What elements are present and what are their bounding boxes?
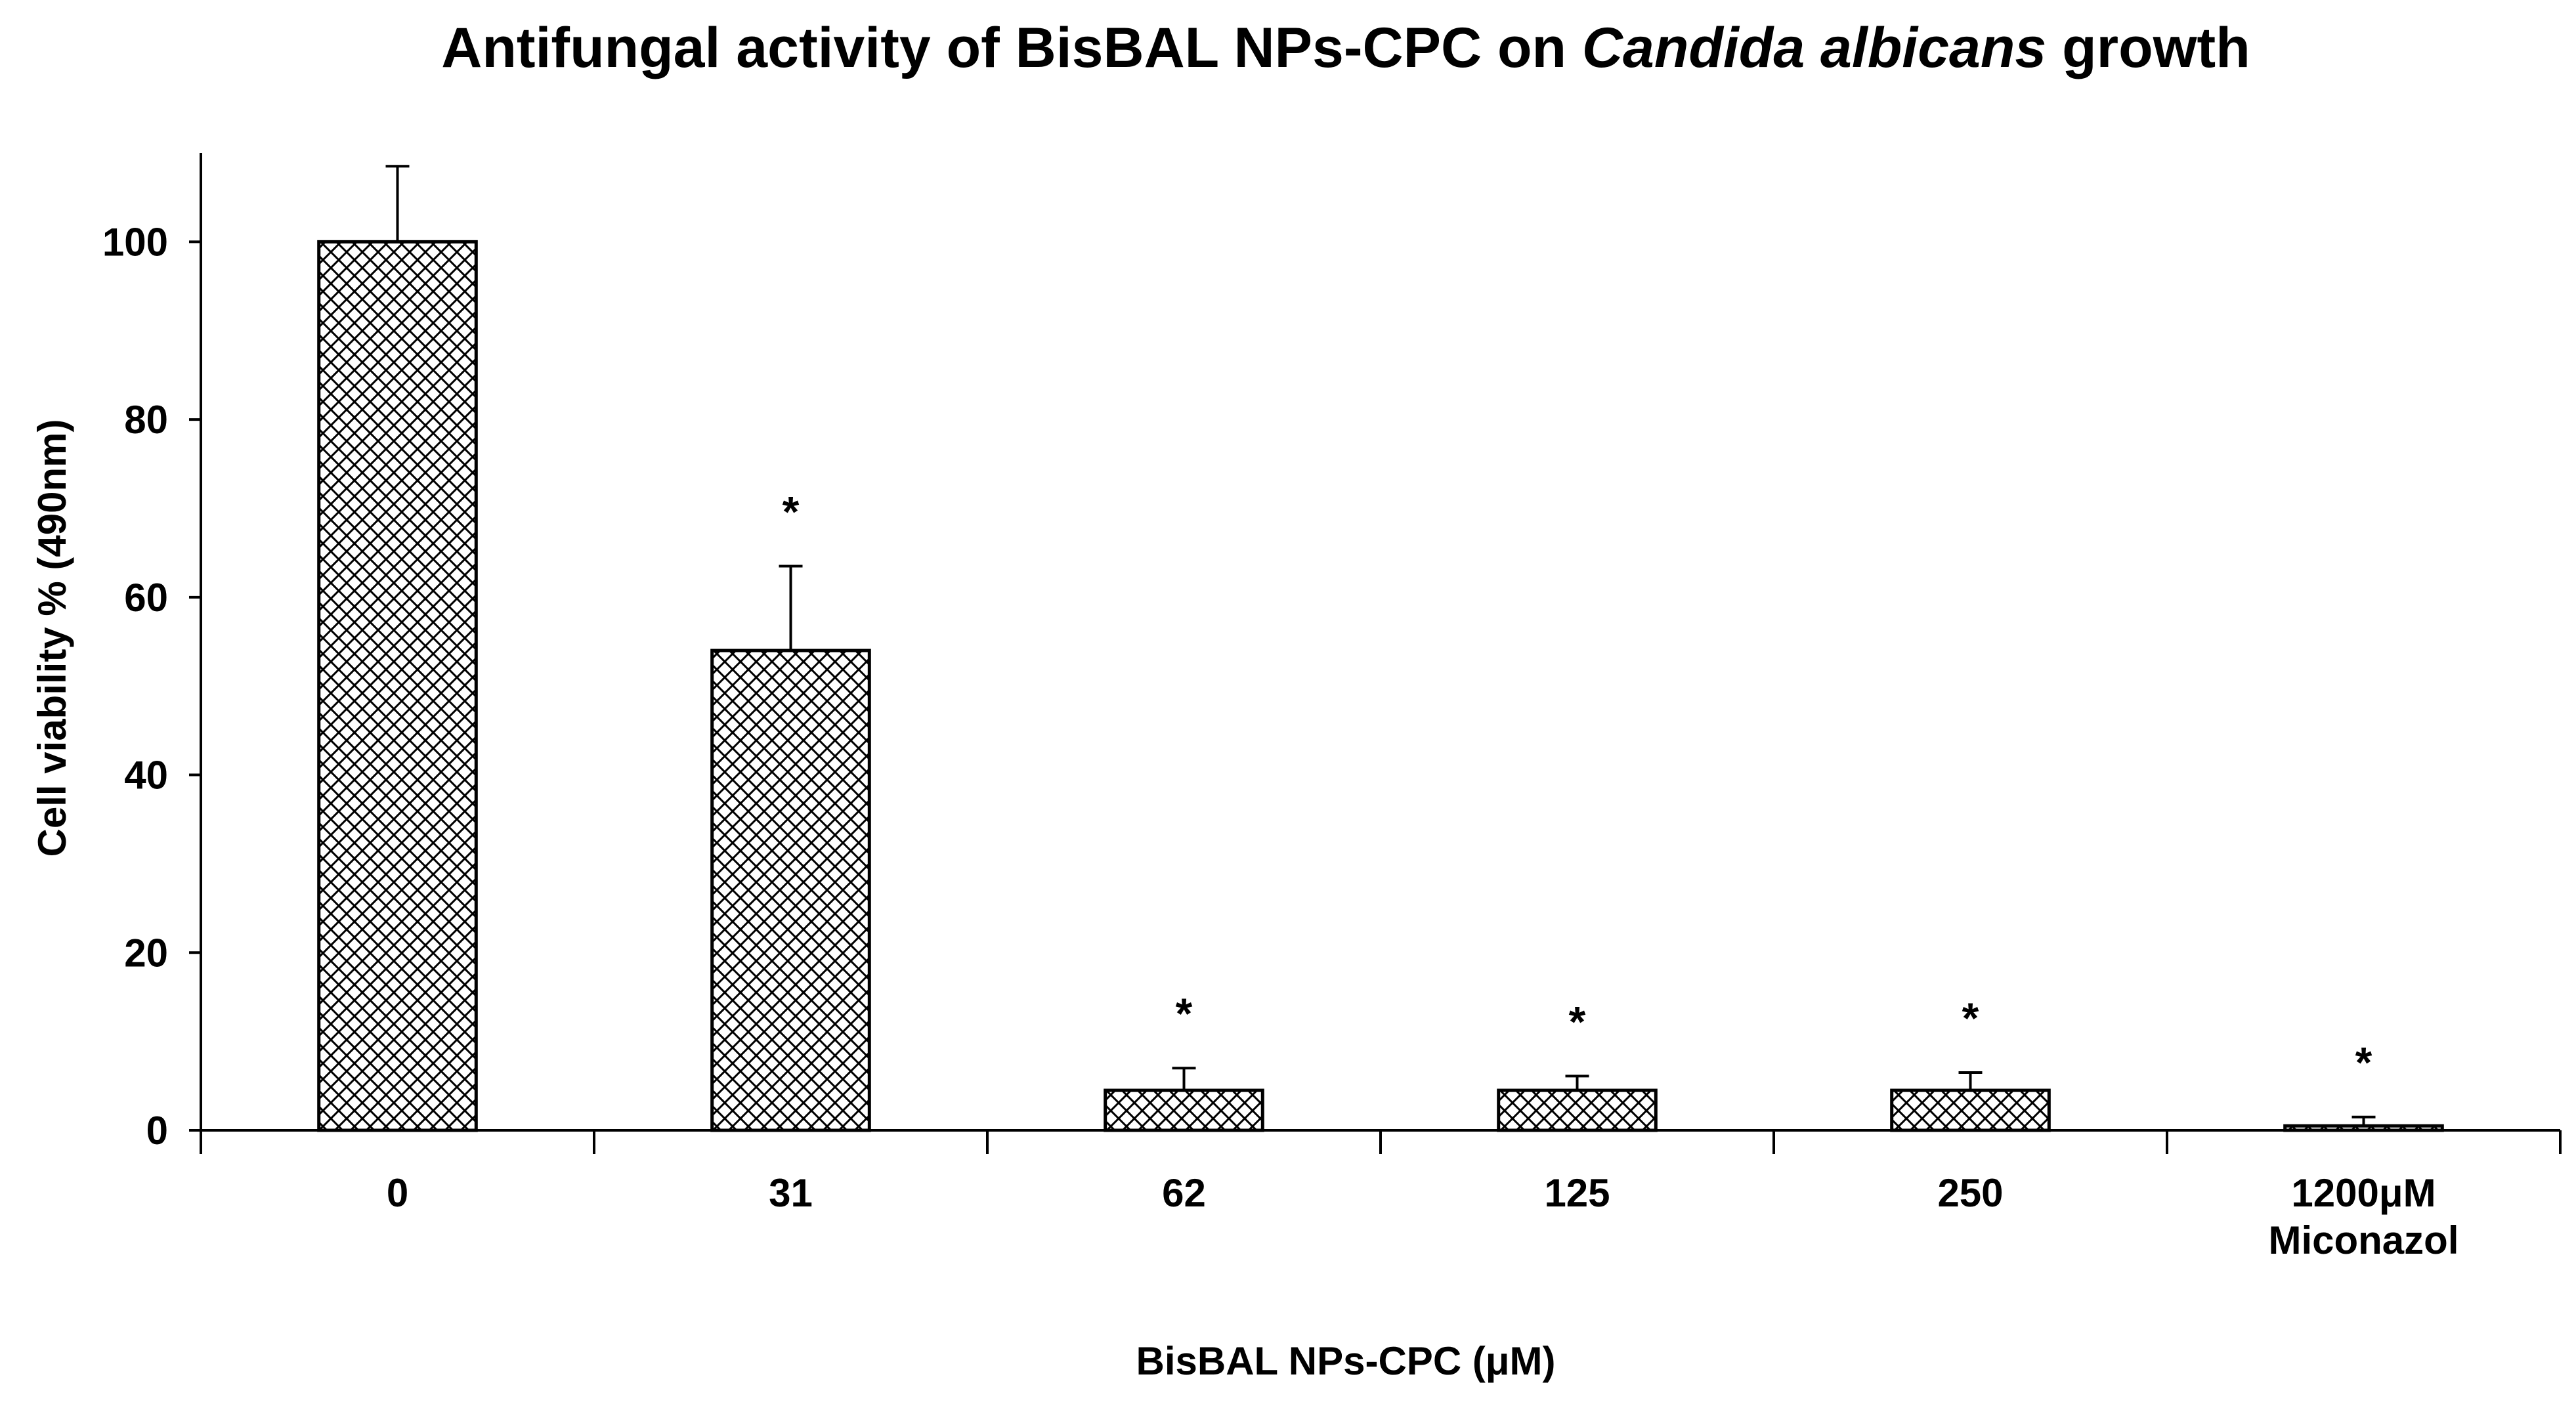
y-tick-label: 80 [124,398,168,442]
significance-marker: * [2355,1038,2372,1087]
y-tick-label: 100 [102,220,168,264]
bar [1104,1088,1264,1132]
x-tick-label: 125 [1544,1171,1610,1215]
x-tick-label: 1200μM Miconazol [2268,1171,2458,1262]
significance-marker: * [1569,997,1586,1046]
y-tick-label: 20 [124,931,168,975]
significance-marker: * [783,487,800,536]
chart-title: Antifungal activity of BisBAL NPs-CPC on… [441,16,2250,79]
bar [2283,1124,2444,1132]
y-tick-label: 60 [124,576,168,620]
x-tick-label: 31 [769,1171,813,1215]
x-tick-label: 250 [1937,1171,2003,1215]
significance-marker: * [1176,989,1193,1038]
bar [317,240,478,1132]
y-axis-label: Cell viability % (490nm) [30,419,74,857]
bar [1890,1088,2051,1132]
x-tick-label: 0 [387,1171,408,1215]
y-tick-label: 0 [146,1109,168,1153]
x-axis-label: BisBAL NPs-CPC (μM) [1136,1339,1556,1383]
significance-marker: * [1962,994,1979,1042]
bar [1497,1088,1658,1132]
y-tick-label: 40 [124,754,168,798]
x-tick-label: 62 [1162,1171,1206,1215]
bar [710,649,871,1132]
